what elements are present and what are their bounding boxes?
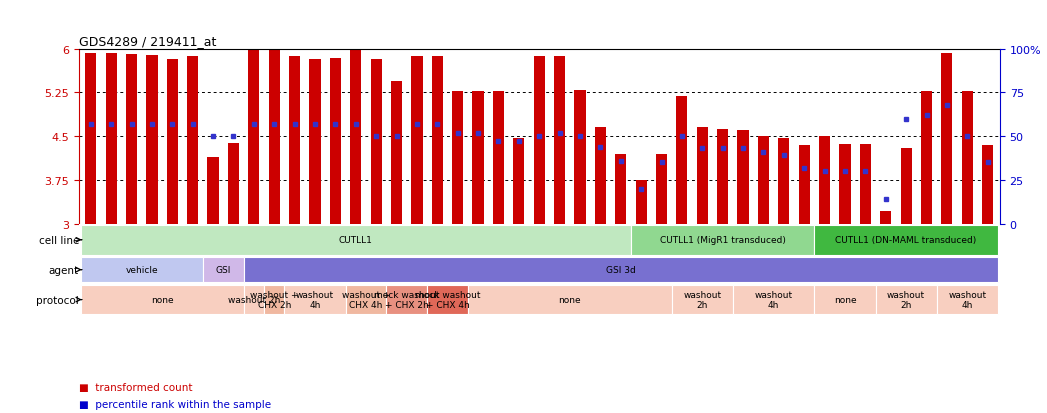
Bar — [900, 148, 912, 224]
Text: vehicle: vehicle — [126, 266, 158, 275]
Bar — [881, 211, 891, 224]
Bar — [875, 285, 937, 315]
Text: none: none — [558, 295, 581, 304]
Bar — [493, 92, 504, 224]
Bar — [330, 59, 341, 224]
Bar — [717, 130, 729, 224]
Bar — [106, 54, 117, 224]
Bar — [147, 55, 157, 224]
Bar — [81, 225, 631, 255]
Bar — [309, 60, 320, 224]
Bar — [799, 145, 809, 224]
Bar — [269, 51, 280, 224]
Bar — [472, 91, 484, 224]
Bar — [616, 154, 626, 224]
Bar — [203, 257, 244, 282]
Bar — [655, 154, 667, 224]
Bar — [126, 55, 137, 224]
Text: washout 2h: washout 2h — [227, 295, 280, 304]
Bar — [346, 285, 386, 315]
Bar — [758, 136, 770, 224]
Bar — [244, 257, 998, 282]
Bar — [921, 92, 932, 224]
Bar — [431, 57, 443, 224]
Bar — [411, 57, 423, 224]
Bar — [228, 144, 239, 224]
Text: mock washout
+ CHX 2h: mock washout + CHX 2h — [374, 290, 440, 310]
Bar — [737, 131, 749, 224]
Text: none: none — [151, 295, 174, 304]
Bar — [85, 54, 96, 224]
Bar — [350, 51, 361, 224]
Bar — [778, 139, 789, 224]
Text: washout
4h: washout 4h — [296, 290, 334, 310]
Text: CUTLL1 (DN-MAML transduced): CUTLL1 (DN-MAML transduced) — [836, 236, 977, 244]
Bar — [961, 92, 973, 224]
Text: mock washout
+ CHX 4h: mock washout + CHX 4h — [415, 290, 481, 310]
Text: CUTLL1: CUTLL1 — [339, 236, 373, 244]
Bar — [534, 57, 544, 224]
Bar — [81, 257, 203, 282]
Text: ■  transformed count: ■ transformed count — [79, 382, 192, 392]
Bar — [468, 285, 672, 315]
Bar — [982, 145, 994, 224]
Text: CUTLL1 (MigR1 transduced): CUTLL1 (MigR1 transduced) — [660, 236, 785, 244]
Bar — [427, 285, 468, 315]
Text: washout +
CHX 2h: washout + CHX 2h — [250, 290, 298, 310]
Bar — [248, 51, 260, 224]
Bar — [676, 97, 688, 224]
Text: agent: agent — [49, 265, 79, 275]
Bar — [244, 285, 264, 315]
Bar — [371, 59, 382, 224]
Bar — [815, 225, 998, 255]
Bar — [696, 128, 708, 224]
Bar — [166, 59, 178, 224]
Bar — [860, 145, 871, 224]
Text: GDS4289 / 219411_at: GDS4289 / 219411_at — [79, 36, 216, 48]
Text: washout
4h: washout 4h — [949, 290, 986, 310]
Text: GSI 3d: GSI 3d — [606, 266, 636, 275]
Text: ■  percentile rank within the sample: ■ percentile rank within the sample — [79, 399, 271, 409]
Bar — [595, 128, 606, 224]
Text: none: none — [833, 295, 856, 304]
Bar — [815, 285, 875, 315]
Text: washout +
CHX 4h: washout + CHX 4h — [341, 290, 391, 310]
Text: protocol: protocol — [37, 295, 79, 305]
Bar — [554, 57, 565, 224]
Text: cell line: cell line — [39, 235, 79, 245]
Bar — [187, 57, 198, 224]
Bar — [575, 90, 585, 224]
Text: washout
2h: washout 2h — [684, 290, 721, 310]
Bar — [264, 285, 285, 315]
Bar — [840, 145, 850, 224]
Text: washout
2h: washout 2h — [887, 290, 926, 310]
Bar — [452, 91, 463, 224]
Bar — [207, 158, 219, 224]
Bar — [285, 285, 346, 315]
Bar — [819, 137, 830, 224]
Text: washout
4h: washout 4h — [755, 290, 793, 310]
Text: GSI: GSI — [216, 266, 231, 275]
Bar — [733, 285, 815, 315]
Bar — [386, 285, 427, 315]
Bar — [636, 181, 647, 224]
Bar — [81, 285, 244, 315]
Bar — [289, 57, 300, 224]
Bar — [631, 225, 815, 255]
Bar — [941, 54, 953, 224]
Bar — [513, 139, 525, 224]
Bar — [672, 285, 733, 315]
Bar — [391, 81, 402, 224]
Bar — [937, 285, 998, 315]
